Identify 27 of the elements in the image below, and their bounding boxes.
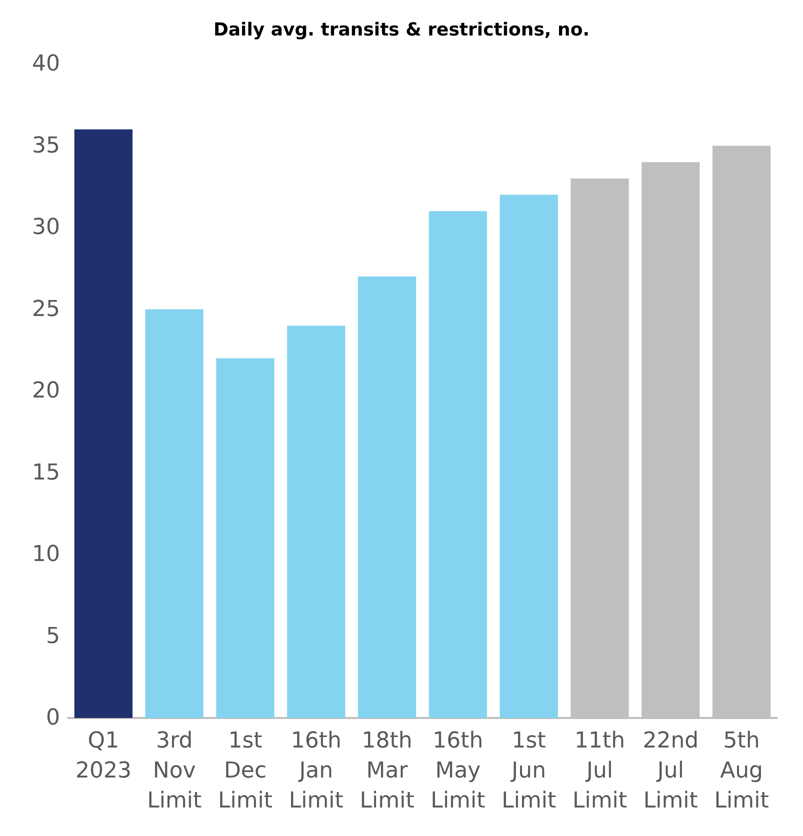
bar <box>74 129 133 718</box>
y-tick-label: 35 <box>32 133 60 158</box>
x-tick-label: 22nd Jul Limit <box>642 728 699 814</box>
y-tick-label: 25 <box>32 296 60 322</box>
bar <box>287 326 346 718</box>
bar <box>500 194 558 718</box>
x-tick-label: 3rd Nov Limit <box>147 728 202 814</box>
x-tick-label: 16th May Limit <box>430 728 486 814</box>
x-tick-label: 16th Jan Limit <box>288 728 344 814</box>
bar <box>428 211 488 718</box>
x-tick-label: 18th Mar Limit <box>360 728 415 814</box>
x-tick-label: 11th Jul Limit <box>572 728 628 814</box>
bar <box>216 358 274 718</box>
x-tick-label: Q1 2023 <box>75 728 132 784</box>
y-tick-label: 10 <box>32 542 60 567</box>
y-tick-label: 30 <box>32 215 60 240</box>
x-tick-label: 5th Aug Limit <box>714 728 770 814</box>
y-tick-label: 40 <box>32 52 60 76</box>
chart-title: Daily avg. transits & restrictions, no. <box>213 20 590 40</box>
y-tick-label: 5 <box>46 624 60 649</box>
x-tick-label: 1st Jun Limit <box>502 728 556 814</box>
x-tick-label: 1st Dec Limit <box>218 728 273 814</box>
y-tick-label: 0 <box>46 706 60 730</box>
bar <box>145 309 204 718</box>
y-tick-label: 20 <box>32 378 60 404</box>
bar <box>358 276 416 718</box>
y-tick-label: 15 <box>32 460 60 486</box>
